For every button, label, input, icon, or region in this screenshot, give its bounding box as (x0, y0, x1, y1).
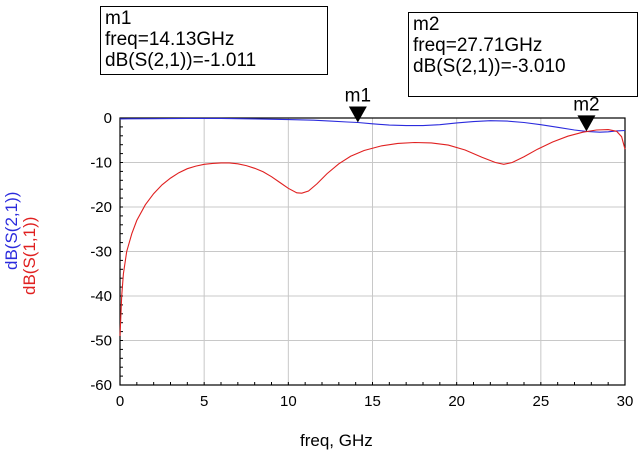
marker-m1-name: m1 (105, 8, 132, 29)
marker-m2-name: m2 (413, 14, 440, 35)
marker-m2-value: dB(S(2,1))=-3.010 (413, 56, 566, 77)
x-tick-label: 30 (617, 393, 634, 410)
marker-label-m2: m2 (573, 94, 599, 115)
x-tick-label: 25 (532, 393, 549, 410)
marker-triangle-m1 (348, 106, 367, 123)
y-axis-label-s11: dB(S(1,1)) (20, 216, 39, 295)
x-tick-label: 5 (200, 393, 208, 410)
y-tick-label: -20 (90, 199, 112, 216)
marker-label-m1: m1 (345, 85, 371, 106)
marker-m1-freq: freq=14.13GHz (105, 29, 235, 50)
y-tick-label: -50 (90, 333, 112, 350)
y-tick-label: -60 (90, 377, 112, 394)
marker-triangle-m2 (577, 115, 596, 132)
marker-readout-m1: m1 freq=14.13GHz dB(S(2,1))=-1.011 (100, 6, 328, 75)
series-lines (119, 117, 626, 337)
x-tick-label: 15 (364, 393, 381, 410)
y-axis-label-s21: dB(S(2,1)) (2, 191, 21, 270)
marker-m2-freq: freq=27.71GHz (413, 35, 543, 56)
grid (120, 118, 625, 385)
x-tick-label: 10 (280, 393, 297, 410)
y-tick-label: 0 (104, 110, 112, 127)
marker-m1-value: dB(S(2,1))=-1.011 (105, 50, 257, 71)
x-axis-label: freq, GHz (300, 431, 373, 450)
x-tick-label: 20 (448, 393, 465, 410)
marker-readout-m2: m2 freq=27.71GHz dB(S(2,1))=-3.010 (408, 12, 638, 97)
marker-glyphs: m1 m2 (345, 85, 600, 132)
y-tick-label: -40 (90, 288, 112, 305)
y-tick-label: -10 (90, 155, 112, 172)
x-tick-label: 0 (116, 393, 124, 410)
series-line-db-s-1-1- (119, 129, 626, 337)
series-line-db-s-2-1- (119, 117, 626, 133)
axis-ticks: 0 5 10 15 20 25 30 0 -10 -20 -30 -40 -50 -60 (90, 110, 633, 410)
y-tick-label: -30 (90, 244, 112, 261)
